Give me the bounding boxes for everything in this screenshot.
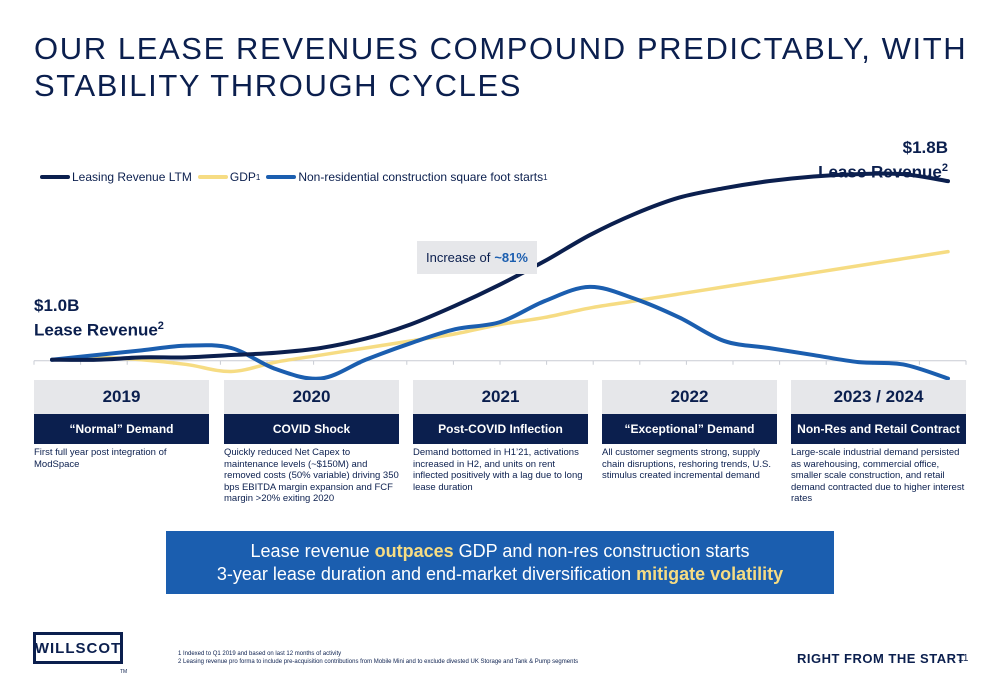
legend-item-nonres: Non-residential construction square foot…	[266, 170, 548, 184]
period-label: “Normal” Demand	[34, 414, 209, 444]
legend-label-nonres: Non-residential construction square foot…	[298, 170, 544, 184]
banner-text: GDP and non-res construction starts	[453, 540, 750, 561]
period-column-2023-2024: 2023 / 2024 Non-Res and Retail Contract …	[791, 380, 966, 505]
key-message-banner: Lease revenue outpaces GDP and non-res c…	[166, 531, 834, 594]
period-description: Quickly reduced Net Capex to maintenance…	[224, 447, 399, 504]
page-title: OUR LEASE REVENUES COMPOUND PREDICTABLY,…	[34, 30, 968, 104]
period-label: Post-COVID Inflection	[413, 414, 588, 444]
start-revenue-label: Lease Revenue	[34, 320, 158, 340]
legend-item-leasing-revenue: Leasing Revenue LTM	[40, 170, 192, 184]
start-revenue-callout: $1.0B Lease Revenue2	[34, 296, 164, 341]
legend-nonres-footnote: 1	[543, 172, 548, 182]
period-year: 2021	[413, 380, 588, 414]
increase-callout-box: Increase of ~81%	[417, 241, 537, 274]
start-revenue-footnote: 2	[157, 320, 164, 332]
series-line-leasing-revenue-ltm	[50, 171, 950, 362]
period-year: 2023 / 2024	[791, 380, 966, 414]
legend-swatch-blue	[266, 175, 297, 179]
tagline: RIGHT FROM THE START	[797, 651, 965, 666]
increase-percentage: ~81%	[494, 250, 528, 265]
banner-text: Lease revenue	[250, 540, 375, 561]
increase-prefix: Increase of	[426, 250, 491, 265]
legend-label-leasing-revenue: Leasing Revenue LTM	[72, 170, 192, 184]
end-revenue-value: $1.8B	[902, 138, 948, 157]
series-line-non-residential-construction-square-foot-starts	[50, 284, 950, 381]
page-number: 11	[958, 653, 969, 664]
legend-gdp-footnote: 1	[255, 172, 261, 182]
logo-trademark: TM	[120, 669, 128, 675]
willscot-logo: WILLSCOT	[33, 632, 123, 664]
end-revenue-footnote: 2	[941, 162, 948, 174]
period-column-2019: 2019 “Normal” Demand First full year pos…	[34, 380, 209, 470]
period-label: Non-Res and Retail Contract	[791, 414, 966, 444]
period-column-2020: 2020 COVID Shock Quickly reduced Net Cap…	[224, 380, 399, 505]
footnotes: 1 Indexed to Q1 2019 and based on last 1…	[178, 650, 578, 666]
start-revenue-value: $1.0B	[34, 296, 80, 315]
chart-legend: Leasing Revenue LTM GDP 1 Non-residential…	[40, 170, 554, 184]
title-line-2: STABILITY THROUGH CYCLES	[34, 68, 523, 103]
banner-text: 3-year lease duration and end-market div…	[216, 563, 637, 584]
period-description: Large-scale industrial demand persisted …	[791, 447, 965, 504]
series-line-gdp	[50, 249, 950, 374]
period-year: 2019	[34, 380, 209, 414]
period-column-2021: 2021 Post-COVID Inflection Demand bottom…	[413, 380, 588, 493]
legend-label-gdp: GDP	[229, 170, 256, 184]
legend-swatch-navy	[40, 175, 70, 179]
period-label: COVID Shock	[224, 414, 399, 444]
period-description: All customer segments strong, supply cha…	[602, 447, 771, 481]
period-label: “Exceptional” Demand	[602, 414, 777, 444]
banner-highlight: mitigate volatility	[636, 563, 784, 584]
start-revenue-label-row: Lease Revenue2	[34, 316, 164, 341]
banner-highlight: outpaces	[374, 540, 454, 561]
legend-item-gdp: GDP 1	[197, 170, 261, 184]
legend-swatch-yellow	[197, 175, 228, 179]
title-line-1: OUR LEASE REVENUES COMPOUND PREDICTABLY,…	[34, 31, 968, 66]
period-description: First full year post integration of ModS…	[34, 447, 167, 470]
period-year: 2022	[602, 380, 777, 414]
footnote-1: 1 Indexed to Q1 2019 and based on last 1…	[178, 651, 342, 657]
banner-line-2: 3-year lease duration and end-market div…	[166, 563, 834, 586]
banner-line-1: Lease revenue outpaces GDP and non-res c…	[166, 540, 834, 563]
footnote-2: 2 Leasing revenue pro forma to include p…	[178, 659, 579, 665]
period-column-2022: 2022 “Exceptional” Demand All customer s…	[602, 380, 777, 482]
period-description: Demand bottomed in H1’21, activations in…	[413, 447, 583, 493]
period-year: 2020	[224, 380, 399, 414]
